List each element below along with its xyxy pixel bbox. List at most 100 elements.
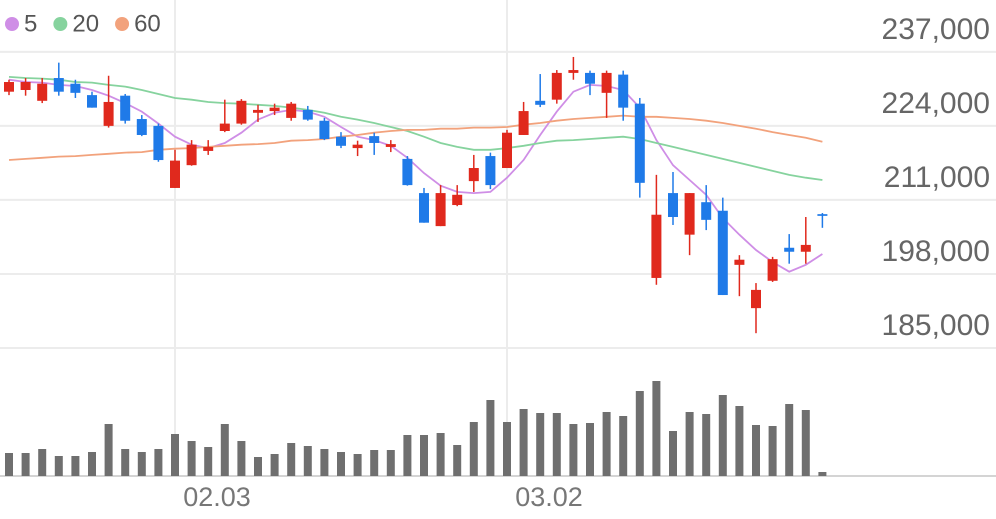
- y-tick-label: 224,000: [882, 87, 990, 120]
- volume-bar: [320, 449, 329, 476]
- candle: [53, 62, 64, 96]
- candle-body: [668, 193, 678, 218]
- candle-body: [518, 111, 529, 135]
- candle: [120, 93, 131, 124]
- candle-body: [684, 193, 695, 235]
- candle-body: [186, 144, 197, 166]
- volume-bar: [137, 452, 146, 476]
- legend-label: 60: [134, 10, 161, 37]
- ma-line: [8, 114, 823, 161]
- volume-bar: [121, 449, 130, 476]
- candle-body: [336, 136, 346, 146]
- volume-bar: [552, 413, 561, 476]
- candle-body: [253, 109, 263, 113]
- candle-body: [551, 72, 562, 100]
- candle-body: [634, 103, 645, 183]
- candle: [767, 256, 778, 282]
- candle-body: [419, 193, 429, 223]
- candle: [502, 129, 512, 169]
- candle: [369, 132, 380, 155]
- candle: [601, 70, 612, 118]
- volume-bar: [54, 456, 63, 476]
- candle: [701, 185, 712, 231]
- candle-body: [87, 95, 97, 108]
- volume-bar: [569, 424, 578, 476]
- candle-body: [70, 83, 81, 93]
- candle-body: [369, 136, 380, 143]
- volume-bar: [619, 416, 628, 476]
- candle: [568, 56, 579, 80]
- candle-body: [435, 193, 446, 227]
- candle: [269, 103, 280, 116]
- candle-body: [502, 132, 512, 169]
- y-tick-label: 211,000: [884, 161, 990, 194]
- candle: [402, 156, 413, 186]
- candle-body: [219, 123, 230, 131]
- candle-body: [236, 100, 247, 124]
- candle: [717, 197, 728, 296]
- y-tick-label: 237,000: [882, 13, 990, 46]
- volume-bar: [254, 457, 262, 476]
- candle-body: [37, 83, 48, 101]
- volume-bar: [38, 449, 47, 476]
- y-tick-label: 185,000: [882, 309, 990, 342]
- legend-marker: [115, 17, 130, 31]
- volume-bar: [287, 443, 296, 476]
- candle: [87, 91, 97, 108]
- volume-bar: [403, 435, 412, 476]
- volume-bar: [669, 431, 677, 476]
- volume-bar: [104, 424, 113, 476]
- candle-body: [385, 144, 396, 147]
- candle-body: [734, 259, 745, 265]
- legend-marker: [53, 17, 68, 31]
- volume-bar: [71, 456, 80, 476]
- candle: [302, 105, 313, 121]
- candle: [518, 101, 529, 135]
- volume-bar: [718, 395, 727, 476]
- candle-body: [717, 210, 728, 296]
- candle-body: [817, 214, 828, 216]
- candle-body: [651, 214, 662, 278]
- candle-body: [269, 107, 280, 112]
- candle-body: [120, 95, 131, 121]
- candle: [286, 101, 297, 121]
- volume-bar: [88, 452, 96, 476]
- candle-body: [485, 156, 496, 186]
- volume-bar: [768, 426, 777, 476]
- ma-line: [8, 76, 823, 181]
- candle-body: [53, 78, 64, 92]
- candle: [170, 149, 180, 188]
- moving-averages: [8, 76, 823, 273]
- candle: [70, 79, 81, 98]
- candle: [668, 172, 678, 225]
- volume-bar: [220, 424, 229, 476]
- volume-bar: [154, 449, 163, 476]
- candle: [352, 140, 363, 157]
- volume-bar: [752, 425, 760, 476]
- candle: [203, 140, 214, 155]
- candle: [468, 154, 479, 192]
- volume-bar: [337, 452, 345, 476]
- candle: [651, 174, 662, 285]
- candle: [817, 213, 828, 228]
- candle-body: [784, 247, 795, 252]
- candle-body: [568, 70, 579, 73]
- candle-body: [402, 158, 413, 186]
- candle: [186, 140, 197, 166]
- ma-line: [8, 78, 823, 273]
- candle-body: [20, 82, 31, 90]
- legend-label: 5: [24, 10, 37, 37]
- volume-bar: [171, 434, 179, 476]
- volume-bar: [801, 410, 810, 476]
- candle-body: [286, 103, 297, 118]
- candle: [4, 79, 14, 96]
- volume-bar: [270, 454, 279, 476]
- candle-body: [153, 125, 164, 161]
- volume-bar: [519, 409, 528, 476]
- volume-bar: [303, 446, 312, 476]
- candle: [153, 123, 164, 162]
- candle: [20, 78, 31, 96]
- candle-body: [751, 289, 761, 309]
- volume-bar: [420, 435, 428, 476]
